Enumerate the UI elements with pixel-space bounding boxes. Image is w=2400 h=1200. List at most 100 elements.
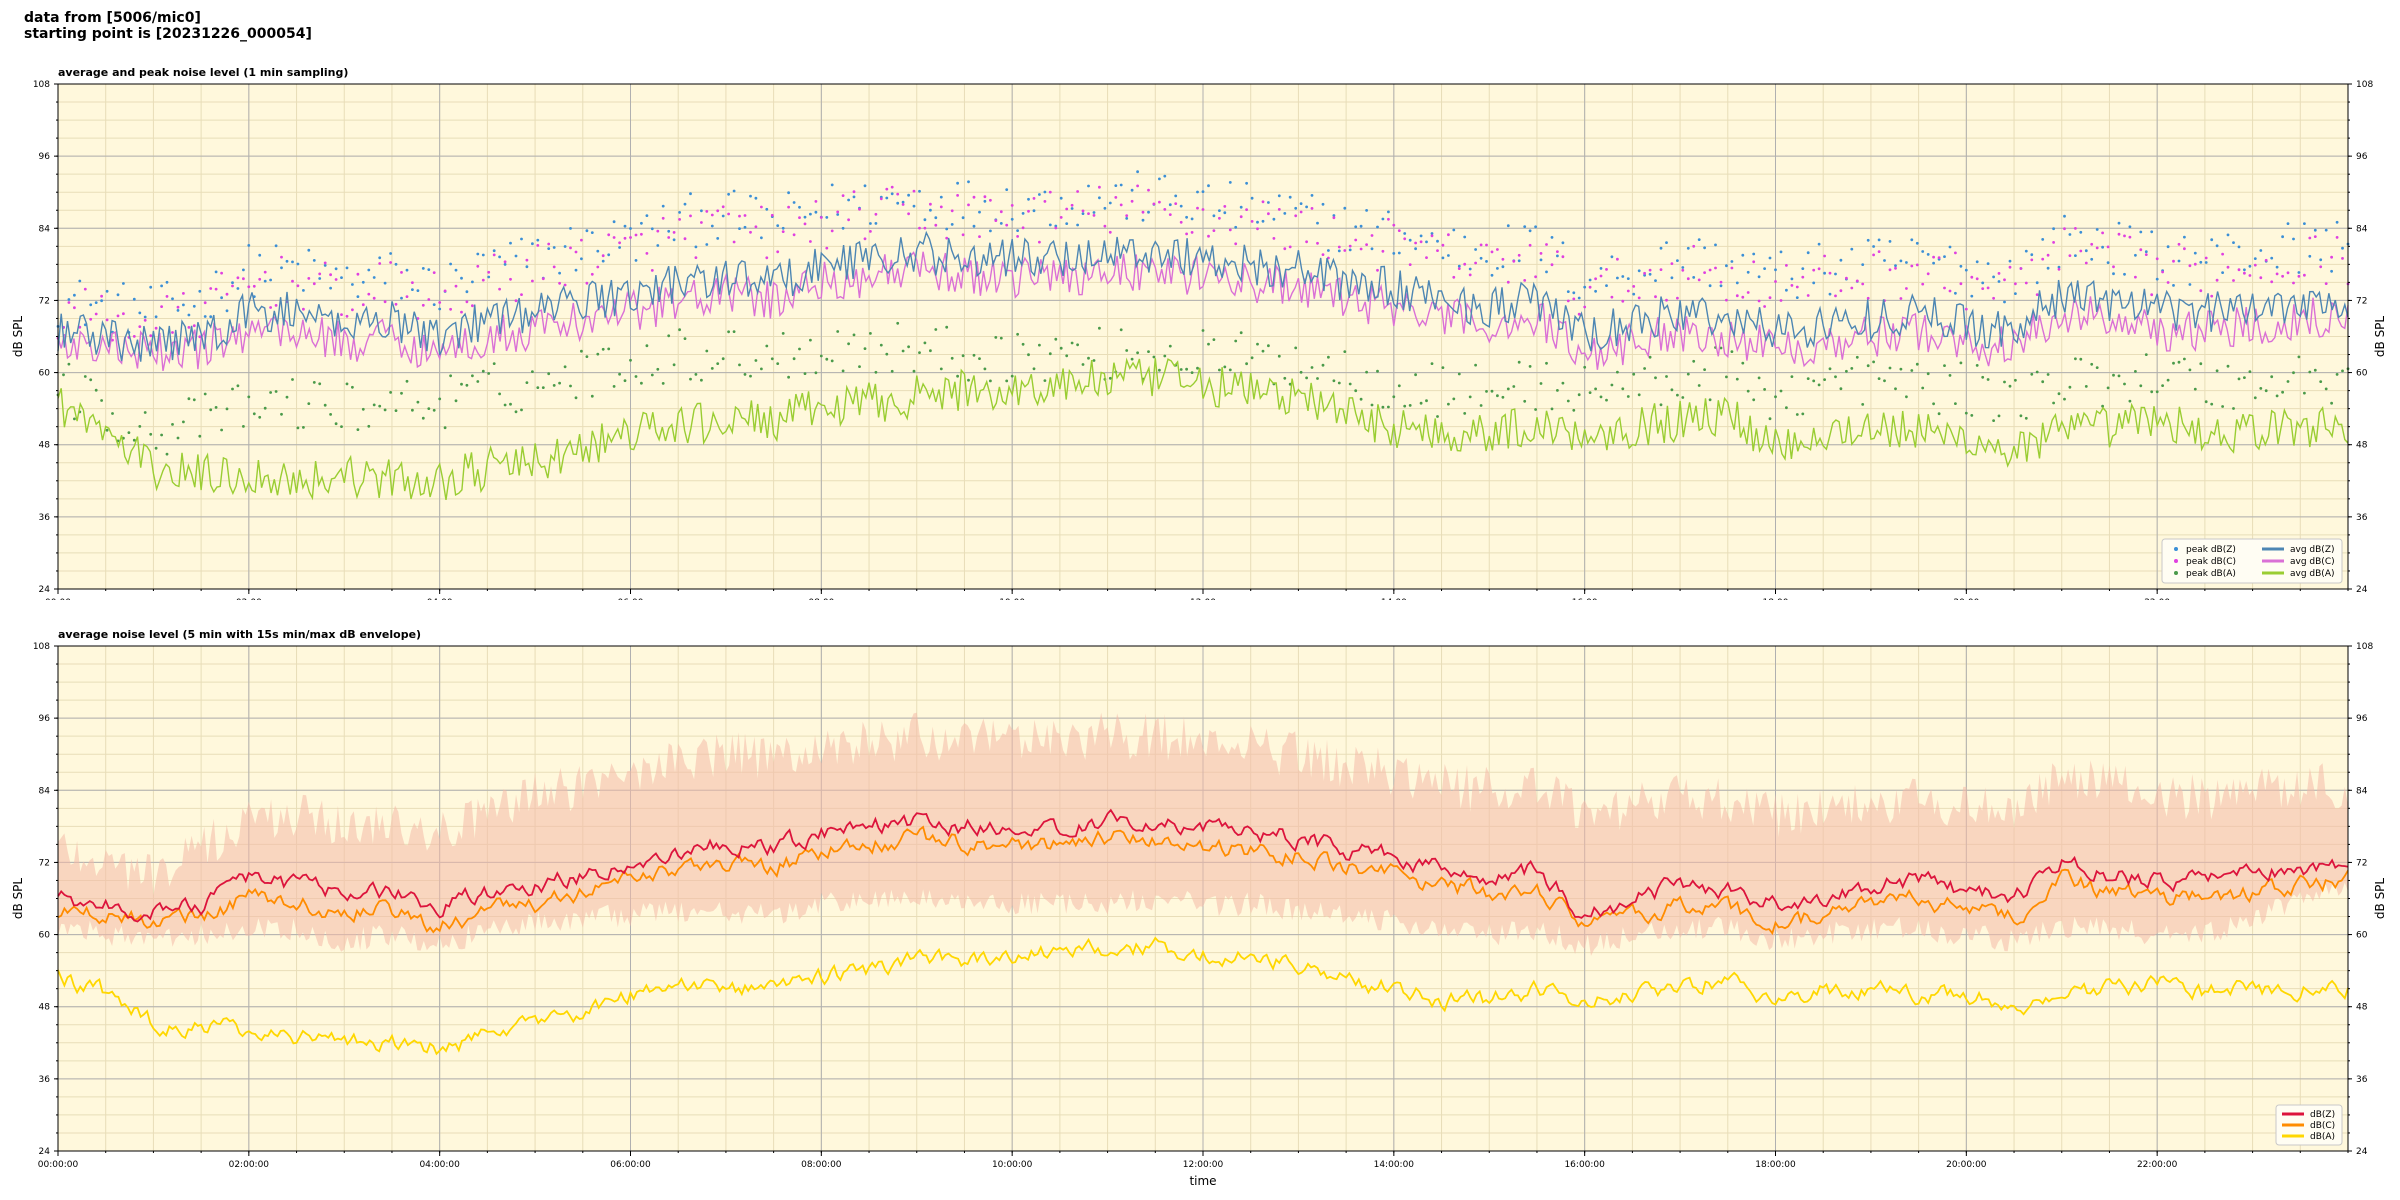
series-point	[590, 231, 594, 235]
series-point	[225, 407, 229, 411]
series-point	[809, 338, 812, 342]
series-point	[2253, 257, 2257, 260]
series-point	[1785, 288, 1788, 292]
series-point	[2084, 385, 2088, 388]
series-point	[1190, 217, 1194, 221]
series-point	[492, 362, 496, 365]
series-point	[192, 324, 196, 328]
series-point	[2303, 391, 2306, 395]
series-point	[471, 304, 474, 308]
series-point	[547, 372, 551, 376]
series-point	[552, 246, 556, 249]
series-point	[972, 353, 976, 357]
series-point	[345, 382, 349, 386]
series-point	[471, 280, 474, 284]
y-tick-label-right: 84	[2356, 786, 2368, 796]
series-point	[618, 372, 621, 376]
series-point	[1174, 202, 1178, 206]
series-point	[1697, 238, 1701, 242]
series-point	[994, 219, 998, 223]
series-point	[879, 343, 883, 347]
series-point	[1365, 243, 1368, 247]
series-point	[1768, 417, 1772, 421]
series-point	[471, 374, 474, 378]
series-point	[765, 256, 769, 260]
series-point	[563, 283, 567, 287]
series-point	[1397, 384, 1401, 388]
series-point	[1719, 280, 1723, 284]
series-point	[285, 395, 289, 399]
series-point	[1605, 268, 1608, 271]
series-point	[2221, 271, 2225, 274]
series-point	[1218, 209, 1221, 213]
series-point	[2030, 258, 2034, 262]
series-point	[2101, 404, 2105, 408]
series-point	[1975, 364, 1979, 367]
series-point	[2215, 278, 2219, 282]
series-point	[1970, 275, 1974, 279]
series-point	[1763, 305, 1766, 308]
series-point	[1915, 362, 1919, 366]
series-point	[165, 452, 169, 456]
series-point	[138, 325, 142, 328]
series-point	[2308, 370, 2312, 374]
series-point	[912, 369, 916, 373]
series-point	[1136, 351, 1139, 355]
series-point	[558, 381, 561, 385]
series-point	[1572, 408, 1576, 412]
series-point	[656, 367, 660, 371]
series-point	[525, 258, 529, 262]
series-point	[160, 284, 164, 288]
x-tick-label: 14:00	[1381, 598, 1407, 600]
series-point	[1370, 234, 1374, 237]
series-point	[1163, 174, 1167, 178]
series-point	[2150, 390, 2154, 394]
series-point	[269, 306, 272, 309]
series-point	[1964, 307, 1968, 311]
series-point	[165, 280, 169, 284]
series-point	[672, 238, 676, 242]
series-point	[705, 243, 709, 246]
series-point	[1643, 367, 1646, 370]
series-point	[2341, 257, 2344, 260]
series-point	[760, 236, 763, 240]
series-point	[2095, 228, 2099, 231]
series-point	[765, 344, 769, 348]
series-point	[1436, 415, 1439, 418]
series-point	[716, 209, 720, 213]
series-point	[1785, 264, 1788, 267]
series-point	[1485, 390, 1488, 393]
series-point	[1632, 292, 1636, 296]
series-point	[405, 268, 409, 272]
series-point	[1032, 209, 1036, 213]
series-point	[705, 349, 709, 353]
series-point	[1141, 210, 1145, 214]
series-point	[242, 277, 245, 281]
series-point	[1376, 225, 1379, 229]
series-point	[989, 198, 992, 202]
series-point	[918, 351, 921, 354]
series-point	[1419, 240, 1423, 244]
series-point	[2330, 269, 2334, 273]
series-point	[2308, 254, 2312, 258]
series-point	[220, 271, 224, 275]
series-point	[819, 216, 823, 219]
series-point	[1212, 229, 1216, 233]
series-point	[896, 321, 900, 325]
series-point	[1550, 263, 1554, 267]
series-point	[1485, 260, 1488, 263]
series-point	[1239, 205, 1243, 209]
series-point	[1556, 250, 1559, 254]
series-point	[312, 381, 316, 384]
series-point	[1108, 201, 1112, 205]
series-point	[738, 363, 741, 367]
series-point	[918, 226, 921, 230]
series-point	[1468, 267, 1472, 271]
series-point	[999, 210, 1003, 214]
series-point	[2319, 380, 2323, 383]
series-point	[536, 386, 540, 389]
series-point	[1703, 271, 1706, 274]
series-point	[814, 200, 818, 203]
series-point	[1365, 209, 1368, 212]
series-point	[1054, 226, 1058, 230]
